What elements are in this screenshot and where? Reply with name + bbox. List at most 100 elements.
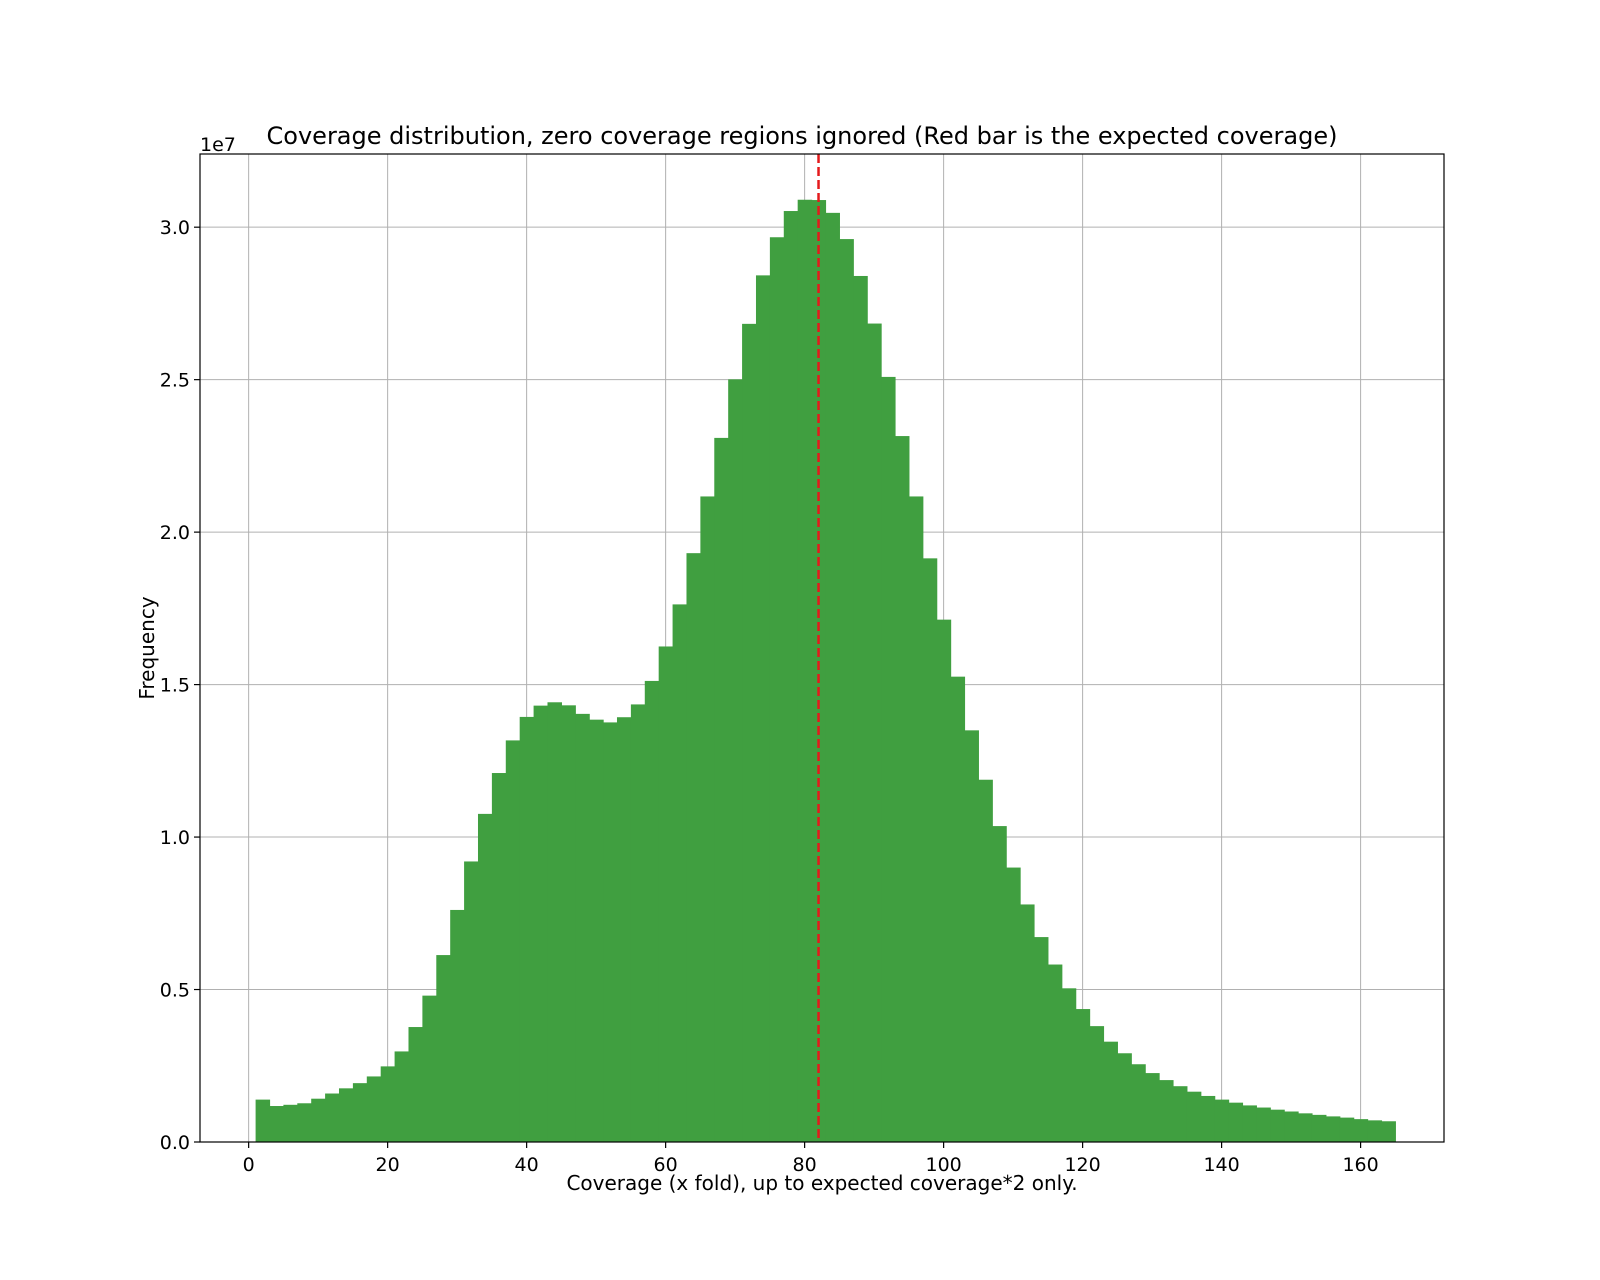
histogram-bar [714,437,729,1142]
histogram-bar [1311,1114,1327,1142]
x-tick-label: 100 [925,1154,961,1176]
histogram-bar [269,1106,284,1142]
histogram-bar [658,646,674,1142]
y-tick-label: 3.0 [160,217,190,239]
histogram-bar [1159,1080,1174,1142]
histogram-bar [839,239,854,1143]
histogram-bar [950,676,966,1142]
histogram-bar [561,705,576,1142]
histogram-bar [769,237,785,1142]
histogram-bar [1270,1109,1285,1142]
histogram-bar [1131,1064,1146,1142]
histogram-bar [297,1103,312,1142]
y-offset-label: 1e7 [200,134,236,156]
histogram-bar [978,779,993,1142]
histogram-bar [1381,1121,1396,1142]
histogram-bar [491,773,507,1142]
x-tick-label: 120 [1064,1154,1100,1176]
histogram-bar [1256,1107,1271,1142]
x-tick-label: 80 [793,1154,817,1176]
y-tick-label: 2.0 [160,522,190,544]
histogram-bar [380,1066,396,1142]
histogram-bar [1089,1026,1105,1142]
histogram-bar [742,323,757,1143]
histogram-bar [616,717,632,1142]
histogram-bar [464,861,479,1142]
histogram-bar [338,1088,354,1142]
histogram-bar [366,1076,382,1142]
y-axis-label: Frequency [135,596,159,699]
histogram-bar [881,376,896,1142]
histogram-bar [255,1099,271,1142]
histogram-bar [1075,1009,1091,1142]
histogram-bar [936,619,952,1142]
chart-title: Coverage distribution, zero coverage reg… [267,122,1338,150]
histogram-bar [992,826,1007,1142]
x-tick-label: 60 [654,1154,678,1176]
histogram-bar [811,200,827,1143]
histogram-bar [450,909,465,1142]
histogram-bar [1020,904,1035,1142]
histogram-bar [672,604,688,1142]
histogram-bar [1172,1086,1188,1142]
histogram-bar [783,211,799,1143]
histogram-bar [700,496,715,1142]
histogram-bar [1103,1041,1118,1142]
histogram-bar [853,275,868,1142]
histogram-bar [1214,1099,1230,1142]
histogram-bar [519,716,535,1142]
histogram-bar [575,713,590,1142]
x-tick-label: 160 [1342,1154,1378,1176]
y-tick-label: 0.0 [160,1132,190,1154]
histogram-bar [394,1051,410,1142]
histogram-bar [603,722,618,1142]
histogram-bar [1242,1105,1257,1142]
histogram-bar [1284,1111,1299,1142]
histogram-bars [255,199,1396,1143]
plot-frame [199,153,1445,1143]
histogram-bar [728,379,743,1143]
histogram-bar [1186,1091,1202,1142]
histogram-bar [1353,1119,1369,1142]
histogram-bar [797,199,813,1143]
y-axis-ticks: 0.0 0.5 1.0 1.5 2.0 2.5 3.0 [160,217,200,1154]
x-axis-label: Coverage (x fold), up to expected covera… [566,1171,1077,1195]
histogram-bar [1228,1102,1244,1142]
x-tick-label: 140 [1203,1154,1239,1176]
histogram-bar [1006,867,1021,1142]
histogram-bar [964,730,979,1142]
histogram-bar [1367,1120,1383,1142]
histogram-bar [408,1027,423,1142]
histogram-bar [1339,1117,1355,1142]
histogram-bar [1061,988,1077,1142]
histogram-bar [311,1098,326,1142]
y-tick-label: 2.5 [160,370,190,392]
histogram-bar [325,1093,340,1142]
histogram-bar [1325,1116,1341,1142]
histogram-bar [477,813,493,1142]
x-axis-ticks: 0 20 40 60 80 100 120 140 160 [243,1142,1379,1176]
histogram-bar [922,558,938,1142]
histogram-bar [283,1104,298,1142]
histogram-bar [1117,1053,1132,1142]
histogram-bar [1298,1113,1313,1142]
histogram-bar [686,553,701,1142]
y-tick-label: 1.5 [160,675,190,697]
histogram-bar [755,275,771,1142]
histogram-bar [589,719,604,1142]
histogram-bar [825,212,840,1142]
y-tick-label: 1.0 [160,827,190,849]
histogram-bar [1047,964,1063,1142]
x-tick-label: 20 [376,1154,400,1176]
histogram-bar [908,496,924,1142]
histogram-bar [894,436,910,1143]
histogram-bar [422,995,437,1142]
histogram-bar [1200,1095,1216,1142]
histogram-bar [505,740,521,1142]
histogram-bar [436,955,451,1142]
histogram-bar [547,702,562,1142]
histogram-bar [533,705,549,1142]
histogram-bar [352,1083,368,1142]
histogram-bar [1033,937,1049,1142]
